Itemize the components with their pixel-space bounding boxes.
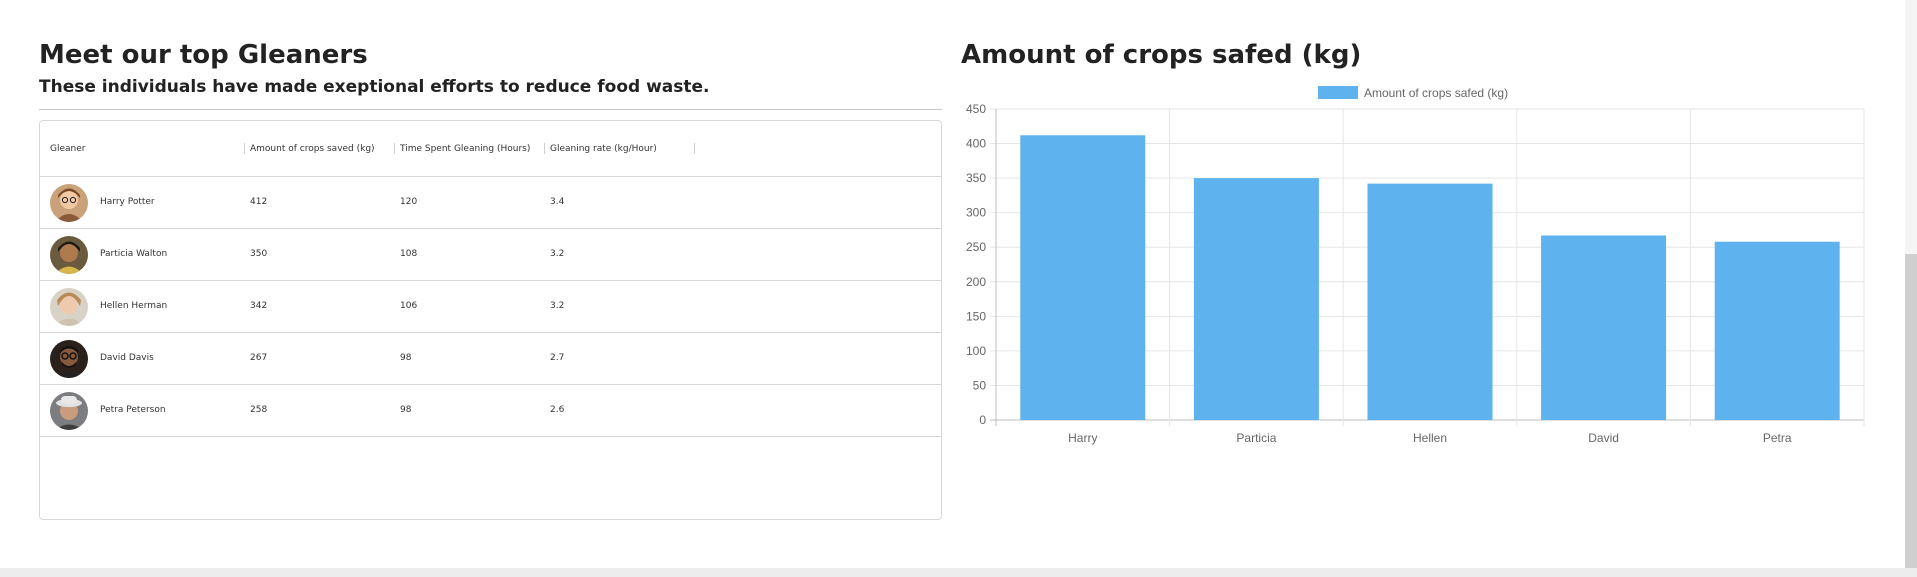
gleaner-name: Harry Potter	[100, 197, 155, 207]
avatar	[50, 340, 88, 378]
column-header-hours[interactable]: Time Spent Gleaning (Hours)	[400, 144, 531, 154]
hours-value: 108	[400, 249, 418, 259]
x-tick-label: Petra	[1763, 431, 1792, 445]
crops-value: 258	[250, 405, 268, 415]
gleaner-name: David Davis	[100, 353, 154, 363]
avatar	[50, 184, 88, 222]
column-separator[interactable]	[244, 143, 245, 154]
column-header-gleaner[interactable]: Gleaner	[50, 144, 86, 154]
bar-petra[interactable]	[1714, 241, 1840, 420]
x-tick-label: Harry	[1068, 431, 1097, 445]
bottom-bar	[0, 568, 1917, 577]
legend-swatch	[1318, 86, 1358, 99]
chart-legend[interactable]: Amount of crops safed (kg)	[1318, 86, 1508, 100]
x-tick-label: David	[1588, 431, 1619, 445]
column-separator[interactable]	[694, 143, 695, 154]
y-tick-label: 450	[966, 102, 986, 116]
hours-value: 98	[400, 405, 412, 415]
table-row[interactable]: Harry Potter 412 120 3.4	[40, 177, 941, 229]
rate-value: 3.2	[550, 249, 565, 259]
legend-label: Amount of crops safed (kg)	[1364, 86, 1508, 100]
chart-bars	[1020, 135, 1840, 421]
bar-harry[interactable]	[1020, 135, 1146, 421]
avatar	[50, 392, 88, 430]
hours-value: 98	[400, 353, 412, 363]
gleaners-subtitle: These individuals have made exeptional e…	[39, 77, 710, 97]
gleaner-name: Particia Walton	[100, 249, 168, 259]
y-tick-label: 100	[966, 344, 986, 358]
y-axis: 0 50 100 150 200 250 300 350 400 450	[966, 102, 986, 427]
y-tick-label: 50	[973, 378, 987, 392]
y-tick-label: 300	[966, 206, 986, 220]
column-separator[interactable]	[394, 143, 395, 154]
rate-value: 3.2	[550, 301, 565, 311]
table-row[interactable]: Petra Peterson 258 98 2.6	[40, 385, 941, 437]
divider	[39, 109, 942, 110]
rate-value: 2.7	[550, 353, 565, 363]
table-header: Gleaner Amount of crops saved (kg) Time …	[40, 121, 941, 177]
column-header-rate[interactable]: Gleaning rate (kg/Hour)	[550, 144, 657, 154]
table-row[interactable]: Hellen Herman 342 106 3.2	[40, 281, 941, 333]
crops-value: 267	[250, 353, 268, 363]
bar-hellen[interactable]	[1367, 183, 1493, 420]
table-row[interactable]: Particia Walton 350 108 3.2	[40, 229, 941, 281]
gleaner-name: Hellen Herman	[100, 301, 168, 311]
crops-value: 350	[250, 249, 268, 259]
avatar	[50, 288, 88, 326]
y-tick-label: 400	[966, 137, 986, 151]
bar-david[interactable]	[1541, 235, 1667, 420]
gleaners-title: Meet our top Gleaners	[39, 40, 368, 70]
gleaner-name: Petra Peterson	[100, 405, 166, 415]
crops-bar-chart: Amount of crops safed (kg) 0 50 100 150 200 2…	[966, 86, 1865, 445]
crops-value: 412	[250, 197, 268, 207]
table-row[interactable]: David Davis 267 98 2.7	[40, 333, 941, 385]
hours-value: 120	[400, 197, 418, 207]
x-tick-label: Hellen	[1413, 431, 1447, 445]
bar-particia[interactable]	[1193, 178, 1319, 420]
y-tick-label: 0	[979, 413, 986, 427]
scrollbar-thumb[interactable]	[1905, 254, 1917, 568]
x-tick-label: Particia	[1236, 431, 1276, 445]
y-tick-label: 200	[966, 275, 986, 289]
column-header-crops[interactable]: Amount of crops saved (kg)	[250, 144, 375, 154]
hours-value: 106	[400, 301, 418, 311]
rate-value: 2.6	[550, 405, 565, 415]
x-axis: Harry Particia Hellen David Petra	[1068, 431, 1792, 445]
gleaners-table: Gleaner Amount of crops saved (kg) Time …	[39, 120, 942, 520]
rate-value: 3.4	[550, 197, 565, 207]
column-separator[interactable]	[544, 143, 545, 154]
y-tick-label: 350	[966, 171, 986, 185]
chart-title: Amount of crops safed (kg)	[961, 40, 1362, 70]
y-tick-label: 250	[966, 240, 986, 254]
crops-value: 342	[250, 301, 268, 311]
y-tick-label: 150	[966, 309, 986, 323]
avatar	[50, 236, 88, 274]
